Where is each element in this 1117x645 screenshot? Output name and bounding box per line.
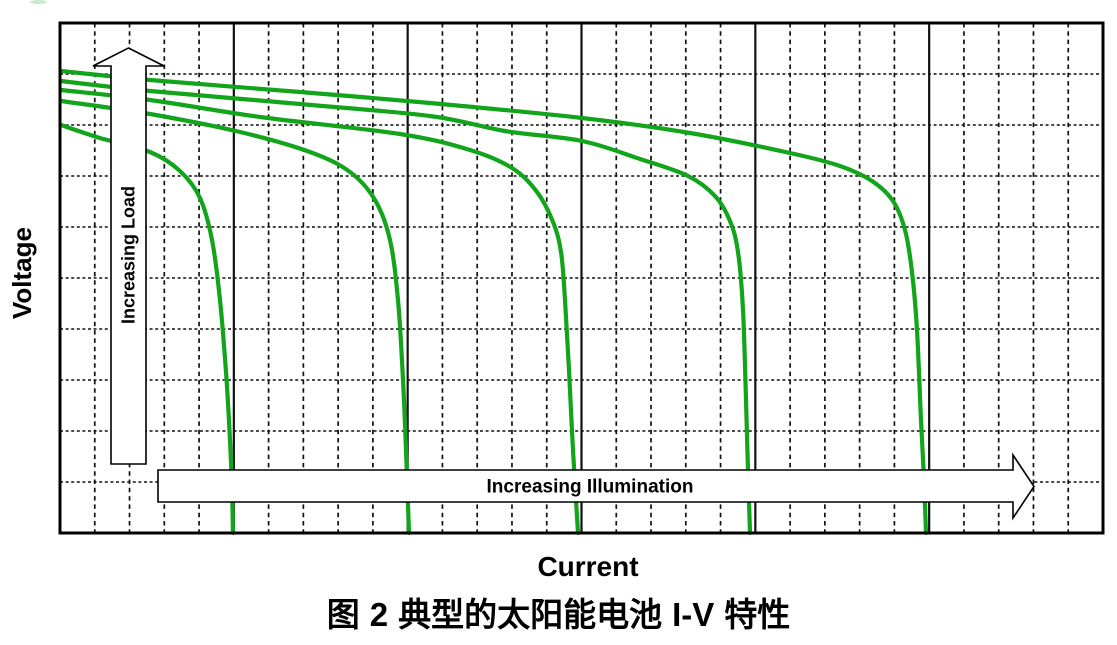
illumination-arrow-label: Increasing Illumination bbox=[487, 477, 694, 498]
figure-caption: 图 2 典型的太阳能电池 I-V 特性 bbox=[0, 588, 1117, 636]
iv-curve-5 bbox=[58, 68, 929, 536]
plot-border bbox=[58, 21, 1105, 535]
x-axis-label: Current bbox=[537, 551, 639, 582]
iv-curve-3 bbox=[58, 87, 581, 536]
caption-suffix: 特性 bbox=[724, 598, 791, 634]
caption-body: 典型的太阳能电池 bbox=[398, 598, 663, 634]
load-arrow-label: Increasing Load bbox=[119, 186, 139, 324]
illumination-arrow-shape bbox=[157, 452, 1035, 521]
iv-curve-2 bbox=[58, 98, 412, 536]
iv-characteristic-plot: Increasing Load Increasing Illumination bbox=[58, 21, 1105, 536]
caption-figure-word: 图 bbox=[326, 598, 360, 634]
y-axis-label: Voltage bbox=[7, 227, 37, 319]
caption-iv: I-V bbox=[672, 596, 715, 633]
caption-figure-number: 2 bbox=[369, 596, 389, 633]
iv-curve-4 bbox=[58, 78, 753, 536]
stray-green-mark bbox=[30, 0, 47, 4]
load-arrow-shape bbox=[92, 47, 165, 465]
